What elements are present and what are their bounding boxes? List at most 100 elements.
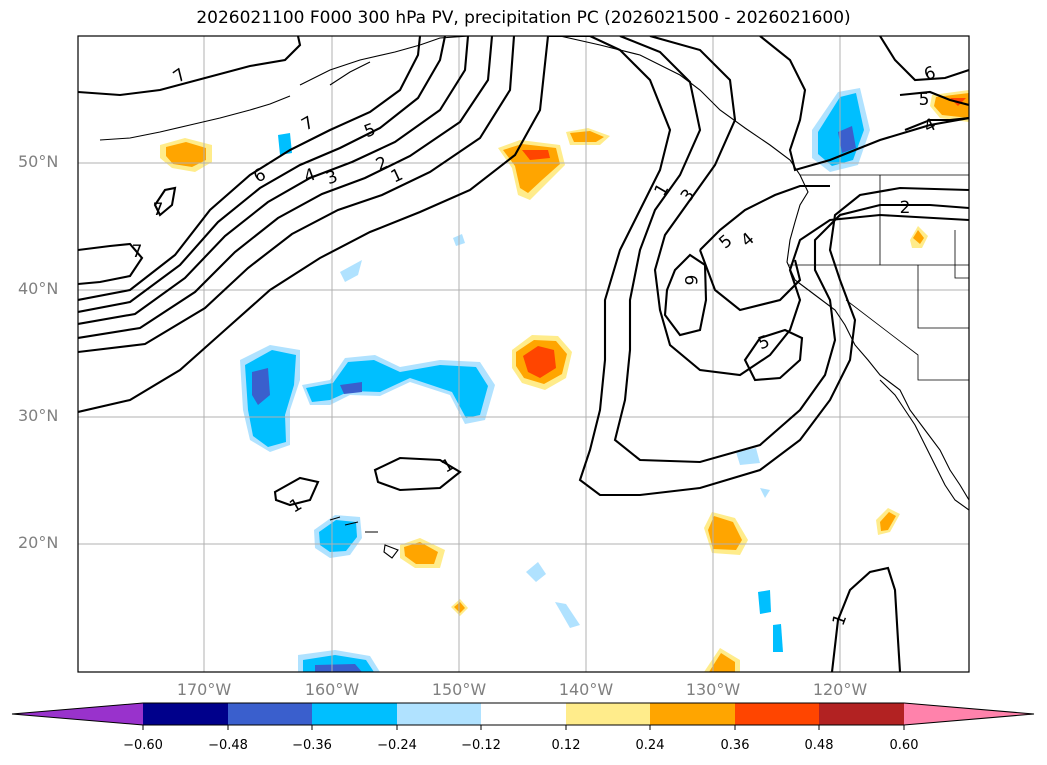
pv-contour [548, 36, 969, 497]
lon-label: 170°W [176, 680, 232, 699]
contour-label: 1 [388, 165, 406, 188]
contour-label: 5 [715, 231, 736, 253]
contour-label: 1 [651, 180, 674, 199]
pv-contour [78, 36, 422, 302]
pv-contour [78, 36, 516, 354]
pv-contour [78, 36, 470, 326]
precip-pos-region [522, 150, 550, 160]
lat-label: 50°N [18, 152, 59, 171]
precip-neg-region [278, 133, 292, 155]
contour-label: 6 [921, 63, 938, 85]
pv-contour [879, 36, 969, 82]
colorbar-ticks [142, 725, 905, 730]
pv-contour [78, 36, 494, 340]
pv-contour [78, 36, 447, 314]
pv-contour [663, 253, 708, 337]
contour-label: 7 [298, 113, 317, 136]
pv-contour [649, 36, 969, 377]
contour-label: 3 [677, 185, 699, 206]
colorbar-tick-label: 0.60 [889, 738, 919, 753]
colorbar-tick-label: −0.24 [377, 738, 417, 753]
colorbar-bin [397, 703, 481, 725]
contour-label: 1 [286, 495, 305, 518]
colorbar-tick-label: −0.60 [123, 738, 163, 753]
coastline-baja [879, 379, 969, 511]
pv-contour [613, 36, 969, 464]
colorbar-tick-label: 0.36 [720, 738, 750, 753]
colorbar-extend-high [904, 703, 1034, 725]
pv-contour [78, 36, 550, 414]
lat-label: 30°N [18, 406, 59, 425]
colorbar-bin [566, 703, 650, 725]
lon-label: 150°W [431, 680, 487, 699]
contour-label: 5 [919, 90, 930, 110]
pv-contour [78, 242, 144, 286]
contour-label: 7 [153, 200, 164, 220]
contour-label: 7 [170, 65, 190, 88]
colorbar-bin [819, 703, 904, 725]
coastlines [99, 36, 969, 559]
precip-neg-region [526, 562, 546, 582]
precip-pos-region [913, 230, 924, 244]
pv-contour [743, 328, 804, 382]
precip-pos-region [708, 516, 742, 550]
precip-pos-region [709, 653, 735, 672]
coastline-north-america [299, 36, 969, 501]
colorbar-tick-label: −0.12 [461, 738, 501, 753]
colorbar-tick-label: 0.24 [635, 738, 665, 753]
colorbar-bin [312, 703, 397, 725]
pv-contours [78, 36, 969, 672]
contour-label: 4 [737, 229, 758, 251]
precip-neg-region [340, 260, 362, 282]
precip-neg-region [306, 360, 488, 418]
colorbar-tick-label: 0.48 [804, 738, 834, 753]
colorbar-bin [735, 703, 819, 725]
precip-pos-region [523, 346, 556, 378]
precip-neg-region [555, 602, 580, 628]
pv-contour [830, 566, 902, 672]
pv-contour [759, 36, 969, 172]
lon-label: 160°W [304, 680, 360, 699]
coastline-alaska-islands [99, 61, 371, 141]
precip-neg-region [760, 488, 770, 498]
state-borders [788, 174, 969, 381]
lon-label: 130°W [685, 680, 741, 699]
colorbar-extend-low [12, 703, 143, 725]
lat-label: 40°N [18, 279, 59, 298]
colorbar-bin [143, 703, 228, 725]
precip-pos-region [880, 512, 896, 531]
colorbar-tick-label: −0.36 [292, 738, 332, 753]
colorbar-bin [228, 703, 312, 725]
precip-neg-region [838, 126, 856, 153]
precip-neg-region [340, 382, 362, 394]
contour-label: 3 [323, 167, 340, 189]
contour-label: 6 [680, 275, 700, 286]
precip-neg-region [773, 624, 783, 652]
colorbar-tick-label: 0.12 [551, 738, 581, 753]
precip-pos-region [166, 142, 206, 167]
pv-contour [899, 90, 969, 107]
colorbar [11, 702, 1035, 730]
chart-title: 2026021100 F000 300 hPa PV, precipitatio… [196, 8, 851, 28]
contour-label: 2 [900, 198, 911, 218]
colorbar-bin [650, 703, 735, 725]
precip-neg-region [758, 590, 771, 614]
pv-contour [373, 456, 462, 492]
pv-contour [699, 184, 830, 312]
pv-contour [153, 186, 177, 217]
contour-label: 7 [132, 242, 143, 262]
precip-pos-region [404, 542, 438, 564]
colorbar-bin [481, 703, 566, 725]
pv-contour [273, 476, 320, 507]
colorbar-tick-label: −0.48 [208, 738, 248, 753]
lat-label: 20°N [18, 533, 59, 552]
map-gridlines [78, 36, 969, 672]
precip-neg-region [736, 448, 760, 465]
pv-contour [78, 36, 302, 97]
lon-label: 140°W [558, 680, 614, 699]
precip-pos-region [570, 131, 604, 142]
precip-neg-region [315, 664, 362, 672]
contour-label: 1 [438, 455, 457, 478]
lon-label: 120°W [812, 680, 868, 699]
